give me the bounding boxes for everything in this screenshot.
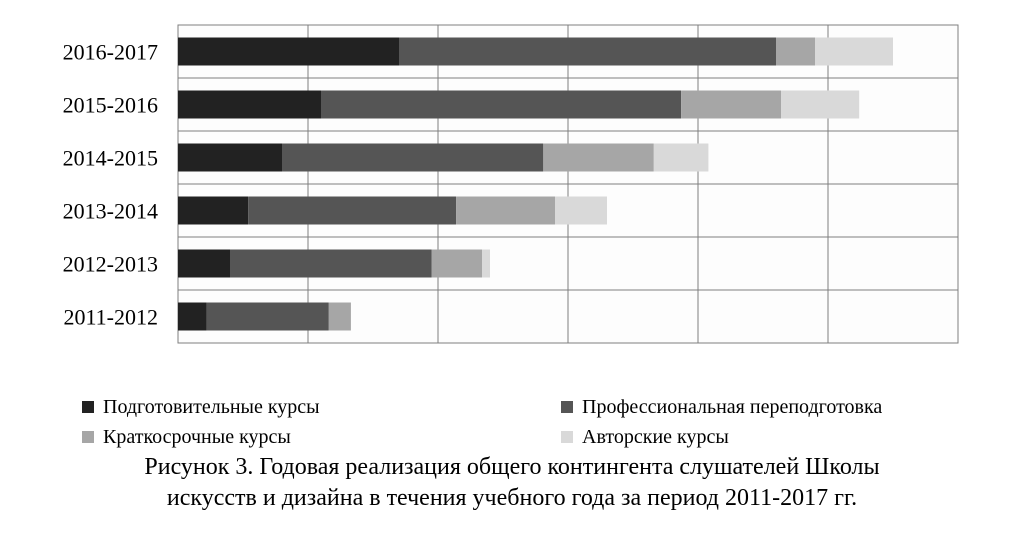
figure-caption: Рисунок 3. Годовая реализация общего кон… <box>0 452 1024 514</box>
bar-2016-2017-series-0 <box>178 37 399 66</box>
category-label-2014-2015: 2014-2015 <box>63 146 158 171</box>
bar-2012-2013-series-3 <box>482 249 490 278</box>
legend-swatch-preparatory <box>82 401 94 413</box>
bar-2014-2015-series-0 <box>178 143 282 172</box>
legend-swatch-short-term <box>82 431 94 443</box>
bar-2016-2017-series-1 <box>399 37 776 66</box>
legend-label-short-term: Краткосрочные курсы <box>103 426 291 448</box>
bar-2013-2014-series-3 <box>555 196 607 225</box>
category-label-2013-2014: 2013-2014 <box>63 199 158 224</box>
legend-label-preparatory: Подготовительные курсы <box>103 396 320 418</box>
caption-line-2: искусств и дизайна в течения учебного го… <box>166 485 858 511</box>
bar-2015-2016-series-0 <box>178 90 321 119</box>
bar-2012-2013-series-0 <box>178 249 230 278</box>
legend-label-professional: Профессиональная переподготовка <box>582 396 883 418</box>
bar-2011-2012-series-0 <box>178 302 207 331</box>
bar-2014-2015-series-1 <box>282 143 544 172</box>
category-label-2011-2012: 2011-2012 <box>63 305 158 330</box>
plot-border <box>177 24 959 344</box>
bar-2014-2015-series-2 <box>543 143 654 172</box>
legend-item-authors: Авторские курсы <box>561 426 729 448</box>
bar-2012-2013-series-2 <box>431 249 483 278</box>
bar-2013-2014-series-1 <box>248 196 457 225</box>
legend-item-professional: Профессиональная переподготовка <box>561 396 882 418</box>
bar-2015-2016-series-2 <box>681 90 782 119</box>
legend: Подготовительные курсы Профессиональная … <box>0 392 1024 452</box>
stacked-bar-chart: 2016-2017 2015-2016 2014-2015 2013-2014 2012… <box>63 24 959 344</box>
legend-label-authors: Авторские курсы <box>582 426 729 448</box>
bar-2012-2013-series-1 <box>230 249 432 278</box>
bar-2015-2016-series-3 <box>781 90 860 119</box>
legend-swatch-professional <box>561 401 573 413</box>
bar-2014-2015-series-3 <box>653 143 709 172</box>
bar-2011-2012-series-1 <box>206 302 329 331</box>
category-label-2015-2016: 2015-2016 <box>63 93 158 118</box>
legend-swatch-authors <box>561 431 573 443</box>
bar-2015-2016-series-1 <box>321 90 682 119</box>
category-label-2012-2013: 2012-2013 <box>63 252 158 277</box>
category-label-2016-2017: 2016-2017 <box>63 40 158 65</box>
bar-2011-2012-series-2 <box>328 302 351 331</box>
bar-2016-2017-series-2 <box>776 37 815 66</box>
caption-line-1: Рисунок 3. Годовая реализация общего кон… <box>144 454 880 480</box>
legend-item-short-term: Краткосрочные курсы <box>82 426 291 448</box>
bar-2013-2014-series-0 <box>178 196 249 225</box>
legend-item-preparatory: Подготовительные курсы <box>82 396 320 418</box>
bar-2013-2014-series-2 <box>456 196 555 225</box>
bar-2016-2017-series-3 <box>815 37 893 66</box>
